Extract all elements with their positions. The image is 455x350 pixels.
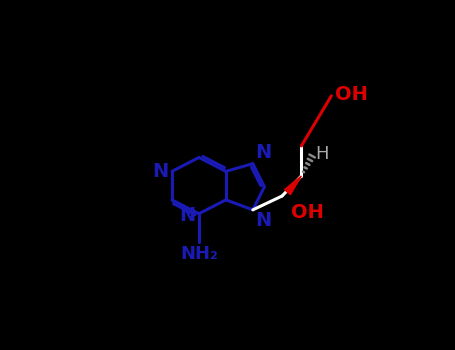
Text: N: N <box>152 162 169 181</box>
Text: N: N <box>255 211 271 230</box>
Text: N: N <box>180 206 196 225</box>
Text: N: N <box>255 143 271 162</box>
Text: OH: OH <box>335 85 368 104</box>
Text: NH₂: NH₂ <box>180 245 218 263</box>
Text: H: H <box>315 145 329 163</box>
Polygon shape <box>284 176 301 195</box>
Text: OH: OH <box>291 203 324 222</box>
